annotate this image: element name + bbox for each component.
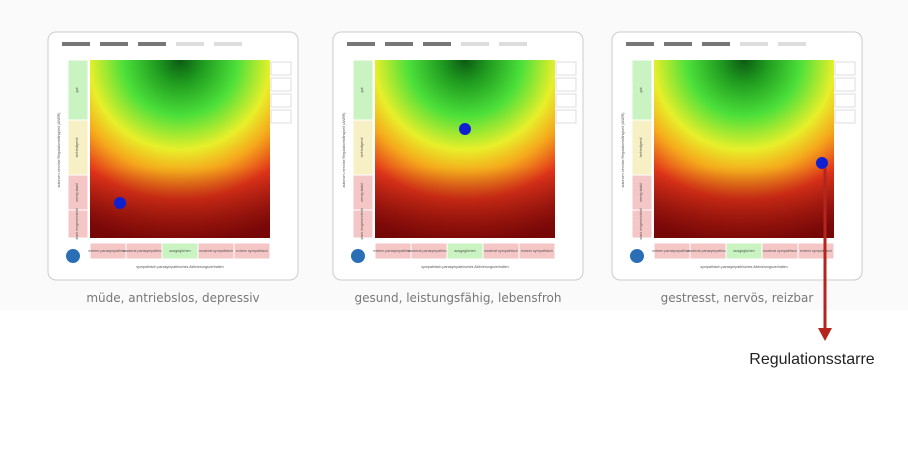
side-button xyxy=(270,77,292,92)
bottom-label: moderat parasympathisch xyxy=(123,249,164,253)
left-band xyxy=(67,209,89,239)
left-label: stark eingeschränkt xyxy=(360,208,364,239)
bottom-label: ausgeglichen xyxy=(169,249,190,253)
side-button xyxy=(555,77,577,92)
panels: gut befriedigend wenig stabil stark eingesc… xyxy=(47,31,863,305)
left-band xyxy=(631,209,653,239)
bottom-label: ausgeglichen xyxy=(733,249,754,253)
left-label: gut xyxy=(360,88,364,93)
side-button xyxy=(270,109,292,124)
left-label: wenig stabil xyxy=(639,183,643,202)
bottom-label: moderat sympathisch xyxy=(484,249,518,253)
bottom-label: extrem sympathisch xyxy=(236,249,268,253)
left-label: gut xyxy=(75,88,79,93)
side-button xyxy=(270,93,292,108)
logo xyxy=(66,249,80,263)
logo xyxy=(351,249,365,263)
left-band xyxy=(352,209,374,239)
caption: gestresst, nervös, reizbar xyxy=(661,291,814,305)
x-axis-label: sympathisch-parasympathisches Aktivierun… xyxy=(421,265,508,269)
bottom-band xyxy=(518,242,556,260)
left-label: gut xyxy=(639,88,643,93)
header-tab xyxy=(176,42,204,46)
header-tab xyxy=(461,42,489,46)
side-button xyxy=(555,61,577,76)
bottom-label: extrem sympathisch xyxy=(800,249,832,253)
logo xyxy=(630,249,644,263)
side-button xyxy=(834,77,856,92)
header-tab xyxy=(702,42,730,46)
side-button xyxy=(834,109,856,124)
bottom-label: ausgeglichen xyxy=(454,249,475,253)
x-axis-label: sympathisch-parasympathisches Aktivierun… xyxy=(700,265,787,269)
heatmap-shade xyxy=(90,60,270,238)
caption: gesund, leistungsfähig, lebensfroh xyxy=(355,291,562,305)
header-tab xyxy=(62,42,90,46)
heatmap-shade xyxy=(375,60,555,238)
header-tab xyxy=(347,42,375,46)
arrow-head xyxy=(818,328,832,341)
left-label: stark eingeschränkt xyxy=(75,208,79,239)
left-label: befriedigend xyxy=(639,138,643,158)
bottom-label: moderat sympathisch xyxy=(763,249,797,253)
state-dot xyxy=(459,123,471,135)
bottom-label: extrem sympathisch xyxy=(521,249,553,253)
bottom-label: extrem parasympathisch xyxy=(88,249,127,253)
bottom-label: extrem parasympathisch xyxy=(373,249,412,253)
heatmap-shade xyxy=(654,60,834,238)
state-dot xyxy=(816,157,828,169)
header-tab xyxy=(385,42,413,46)
side-button xyxy=(834,61,856,76)
left-label: befriedigend xyxy=(75,138,79,158)
annotation: Regulationsstarre xyxy=(749,351,875,368)
header-tab xyxy=(626,42,654,46)
header-tab xyxy=(214,42,242,46)
header-tab xyxy=(423,42,451,46)
y-axis-label: autonom-nervöse Regulationsfähigkeit (AN… xyxy=(342,113,346,188)
x-axis-label: sympathisch-parasympathisches Aktivierun… xyxy=(136,265,223,269)
caption: müde, antriebslos, depressiv xyxy=(86,291,259,305)
bottom-label: extrem parasympathisch xyxy=(652,249,691,253)
side-button xyxy=(555,93,577,108)
bottom-label: moderat parasympathisch xyxy=(687,249,728,253)
side-button xyxy=(834,93,856,108)
bottom-label: moderat parasympathisch xyxy=(408,249,449,253)
y-axis-label: autonom-nervöse Regulationsfähigkeit (AN… xyxy=(621,113,625,188)
side-button xyxy=(270,61,292,76)
bottom-label: moderat sympathisch xyxy=(199,249,233,253)
state-dot xyxy=(114,197,126,209)
left-label: stark eingeschränkt xyxy=(639,208,643,239)
panel: gut befriedigend wenig stabil stark eingesc… xyxy=(332,31,584,305)
header-tab xyxy=(138,42,166,46)
panel: gut befriedigend wenig stabil stark eingesc… xyxy=(47,31,299,305)
left-label: wenig stabil xyxy=(75,183,79,202)
side-button xyxy=(555,109,577,124)
header-tab xyxy=(499,42,527,46)
header-tab xyxy=(100,42,128,46)
left-label: wenig stabil xyxy=(360,183,364,202)
header-tab xyxy=(664,42,692,46)
header-tab xyxy=(740,42,768,46)
y-axis-label: autonom-nervöse Regulationsfähigkeit (AN… xyxy=(57,113,61,188)
bottom-band xyxy=(233,242,271,260)
left-label: befriedigend xyxy=(360,138,364,158)
header-tab xyxy=(778,42,806,46)
